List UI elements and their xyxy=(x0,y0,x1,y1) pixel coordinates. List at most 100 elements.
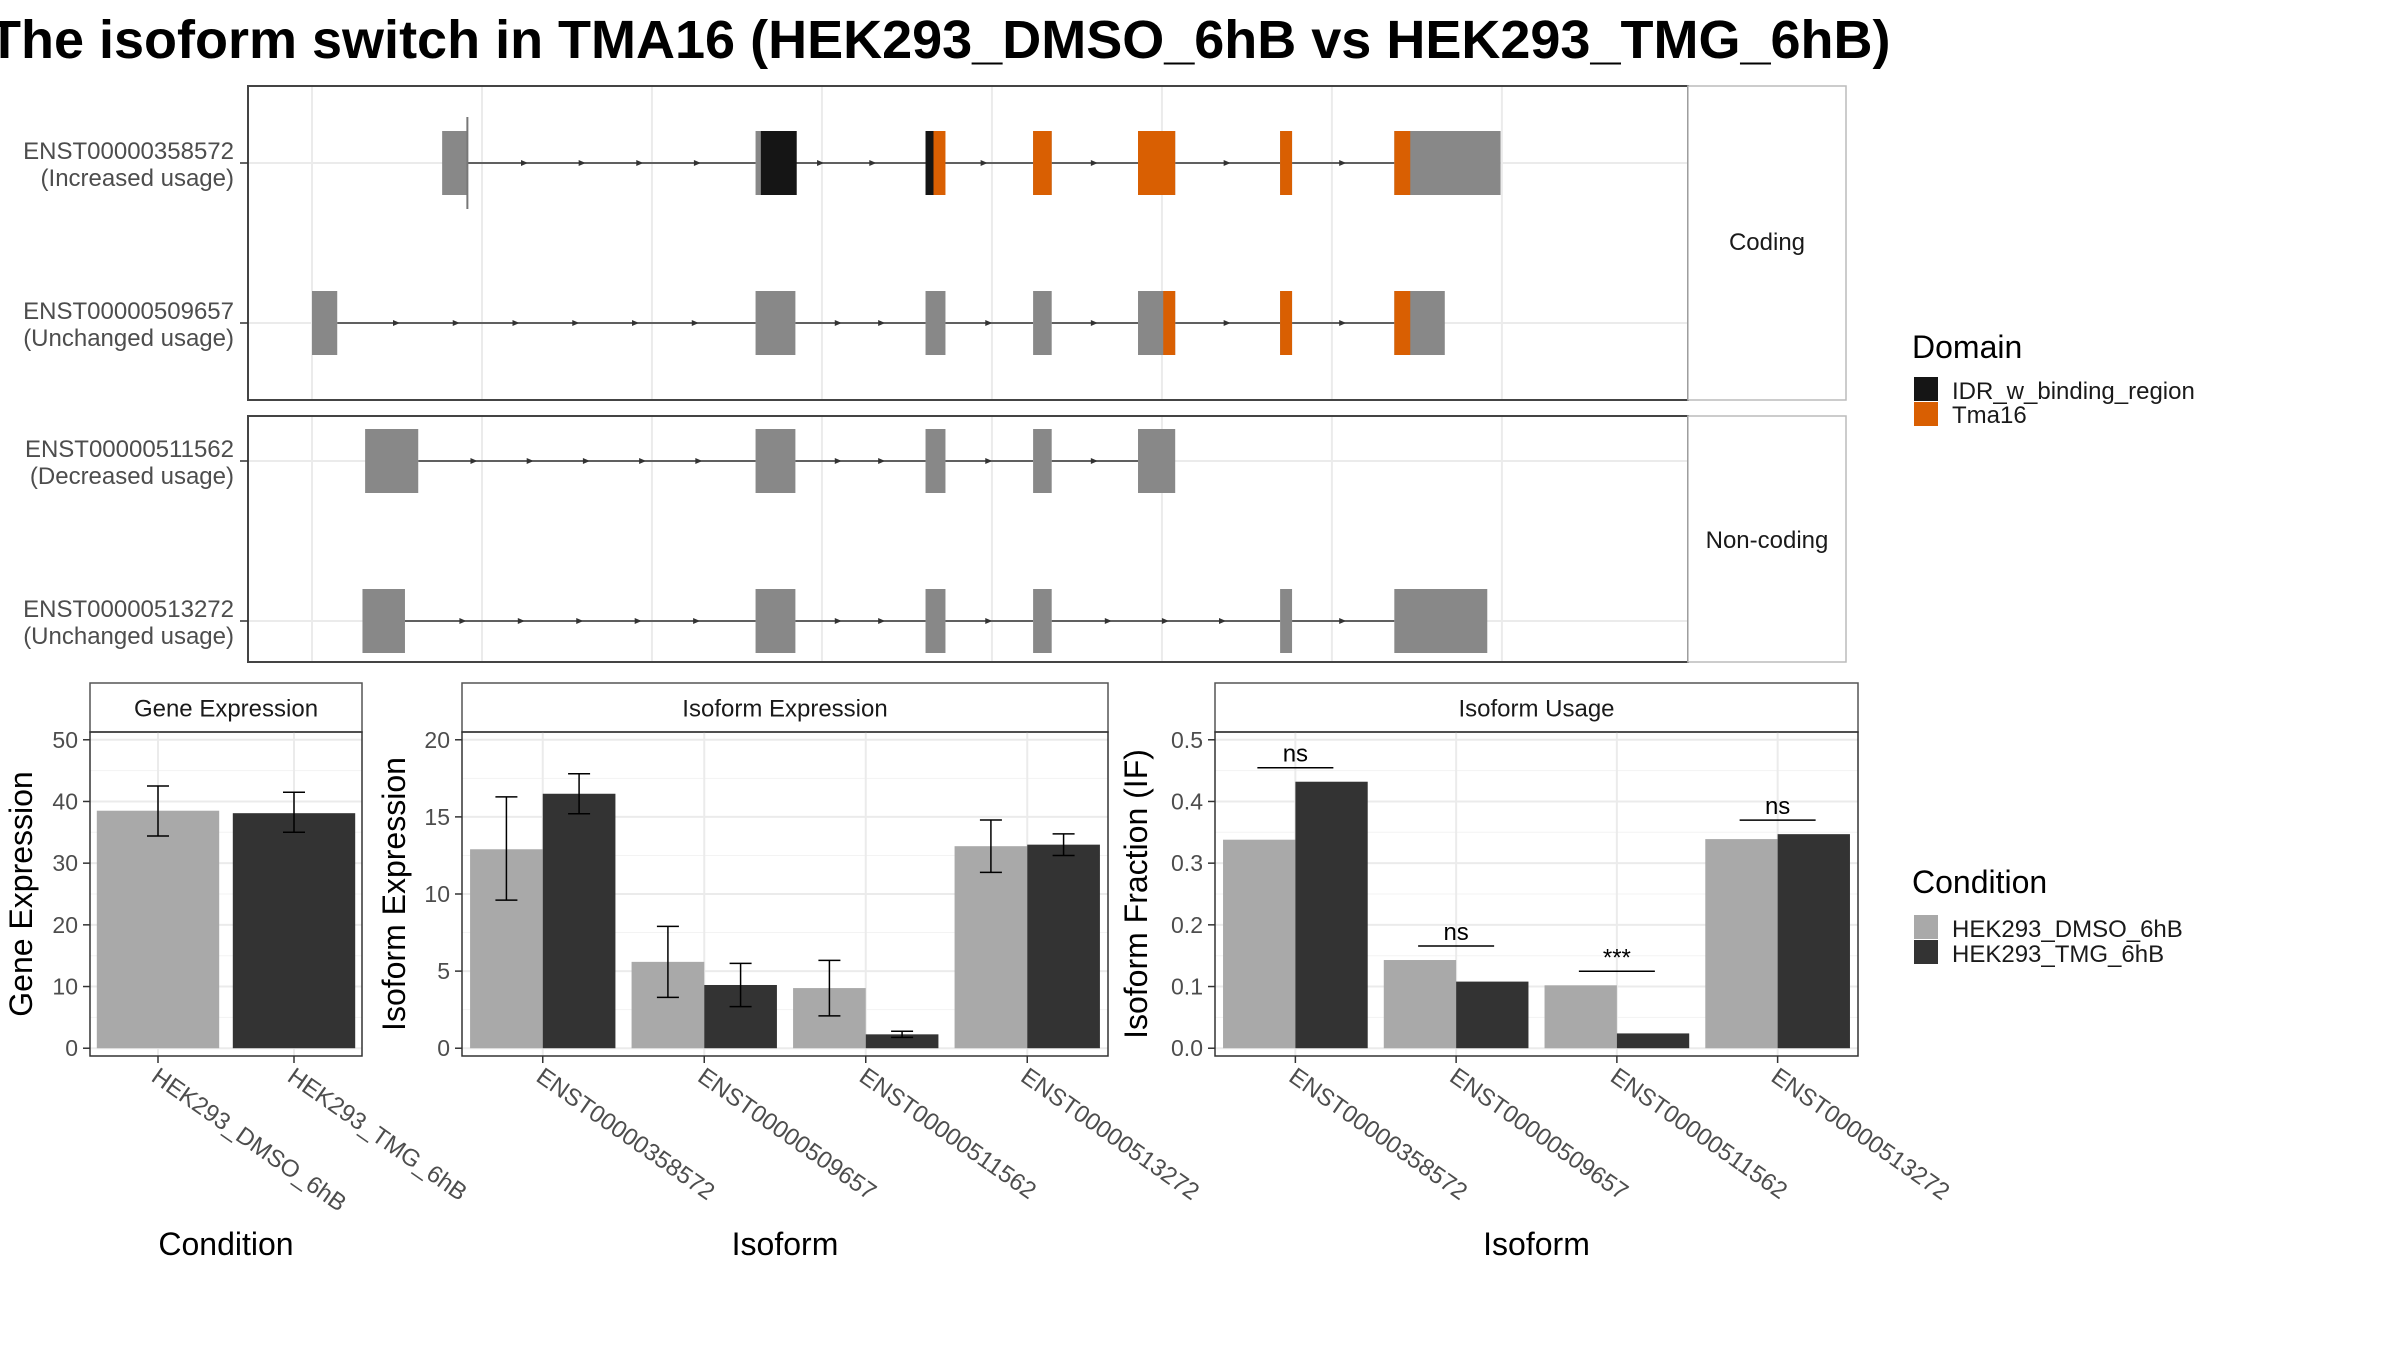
significance-label: ns xyxy=(1283,741,1308,768)
bar xyxy=(1544,985,1617,1049)
intron-arrow xyxy=(869,160,877,166)
x-axis-title: Isoform xyxy=(1483,1226,1590,1262)
intron-arrow xyxy=(834,458,842,464)
bar xyxy=(1777,834,1850,1049)
domain-legend-label-tma16: Tma16 xyxy=(1952,402,2027,429)
gene-structure-plot: Coding Non-coding ENST00000358572(Increa… xyxy=(23,85,1847,663)
y-tick-label: 0 xyxy=(65,1035,78,1061)
intron-arrow xyxy=(817,160,825,166)
domain-block xyxy=(1138,131,1176,195)
intron-arrow xyxy=(512,320,520,326)
isoform-usage-panel: Isoform Usage ns ns *** ns 0.0 0.1 0.2 0.3 0.4 0.5… xyxy=(1118,682,1954,1262)
bar xyxy=(542,793,616,1049)
y-tick-label: 15 xyxy=(424,804,450,830)
y-axis-title: Gene Expression xyxy=(3,771,39,1016)
y-tick-label: 50 xyxy=(52,727,78,753)
exon-block xyxy=(755,429,796,493)
intron-arrow xyxy=(632,320,640,326)
y-tick-label: 10 xyxy=(52,974,78,1000)
panel-border xyxy=(89,731,363,1057)
intron-arrow xyxy=(985,320,993,326)
intron-arrow xyxy=(1223,320,1231,326)
domain-block xyxy=(760,131,797,195)
intron-arrow xyxy=(526,458,534,464)
exon-block xyxy=(755,291,796,355)
exon-block xyxy=(362,589,405,653)
intron-arrow xyxy=(470,458,478,464)
intron-arrow xyxy=(1090,320,1098,326)
intron-arrow xyxy=(1090,458,1098,464)
x-axis-title: Condition xyxy=(158,1226,293,1262)
condition-legend-swatch-tmg xyxy=(1914,940,1938,964)
domain-block xyxy=(1394,291,1411,355)
significance-label: ns xyxy=(1443,919,1468,946)
intron-arrow xyxy=(459,618,467,624)
y-axis-title: Isoform Expression xyxy=(376,757,412,1031)
exon-block xyxy=(1394,131,1501,195)
bar xyxy=(1027,844,1100,1049)
transcript-id-label: ENST00000511562 xyxy=(25,436,234,463)
facet-strip xyxy=(1214,682,1859,733)
intron-arrow xyxy=(1339,618,1347,624)
bar xyxy=(1616,1033,1690,1049)
intron-arrow xyxy=(693,160,701,166)
intron-arrow xyxy=(634,618,642,624)
facet-strip-label: Isoform Expression xyxy=(682,696,887,723)
bar xyxy=(865,1034,939,1049)
condition-legend-title: Condition xyxy=(1912,864,2047,900)
y-axis-title: Isoform Fraction (IF) xyxy=(1118,749,1154,1039)
exon-block xyxy=(365,429,419,493)
domain-block xyxy=(1163,291,1176,355)
condition-legend-swatch-dmso xyxy=(1914,915,1938,939)
bar xyxy=(96,810,220,1049)
domain-block xyxy=(1394,131,1411,195)
facet-strip xyxy=(89,682,363,733)
exon-block xyxy=(1138,429,1176,493)
domain-legend-swatch-tma16 xyxy=(1914,402,1938,426)
chart-title: The isoform switch in TMA16 (HEK293_DMSO… xyxy=(0,10,1890,70)
x-tick-label: ENST00000511562 xyxy=(1605,1063,1792,1205)
significance-label: ns xyxy=(1765,793,1790,820)
domain-block xyxy=(933,131,946,195)
y-tick-label: 0.1 xyxy=(1171,974,1203,1000)
condition-legend-label-dmso: HEK293_DMSO_6hB xyxy=(1952,916,2183,943)
intron-arrow xyxy=(1339,160,1347,166)
exon-block xyxy=(1033,429,1052,493)
transcript-usage-label: (Increased usage) xyxy=(41,165,234,192)
transcript-track xyxy=(312,291,1445,355)
intron-arrow xyxy=(578,160,586,166)
intron-arrow xyxy=(1104,618,1112,624)
bar xyxy=(1383,960,1457,1049)
x-tick-label: ENST00000513272 xyxy=(1766,1063,1954,1206)
intron-arrow xyxy=(576,618,584,624)
intron-arrow xyxy=(878,618,886,624)
x-tick-label: ENST00000513272 xyxy=(1016,1063,1204,1206)
exon-block xyxy=(925,429,946,493)
y-tick-label: 0 xyxy=(437,1035,450,1061)
y-tick-label: 20 xyxy=(52,912,78,938)
exon-block xyxy=(925,589,946,653)
domain-block xyxy=(1280,131,1293,195)
transcript-usage-label: (Unchanged usage) xyxy=(23,623,234,650)
condition-legend-label-tmg: HEK293_TMG_6hB xyxy=(1952,941,2164,968)
bar xyxy=(232,813,356,1049)
intron-arrow xyxy=(517,618,525,624)
intron-arrow xyxy=(878,458,886,464)
facet-strip-label: Gene Expression xyxy=(134,696,318,723)
y-tick-label: 0.5 xyxy=(1171,727,1203,753)
x-axis-title: Isoform xyxy=(732,1226,839,1262)
domain-block xyxy=(925,131,934,195)
y-tick-label: 20 xyxy=(424,727,450,753)
facet-strip-label: Isoform Usage xyxy=(1458,696,1614,723)
x-tick-label: ENST00000509657 xyxy=(693,1063,881,1206)
intron-arrow xyxy=(693,618,701,624)
intron-arrow xyxy=(691,320,699,326)
transcript-track xyxy=(362,589,1488,653)
noncoding-facet-label: Non-coding xyxy=(1706,527,1829,554)
intron-arrow xyxy=(1161,618,1169,624)
facet-strip xyxy=(461,682,1109,733)
intron-arrow xyxy=(639,458,647,464)
panel-border xyxy=(1214,731,1859,1057)
domain-block xyxy=(1280,291,1293,355)
exon-block xyxy=(1033,291,1052,355)
